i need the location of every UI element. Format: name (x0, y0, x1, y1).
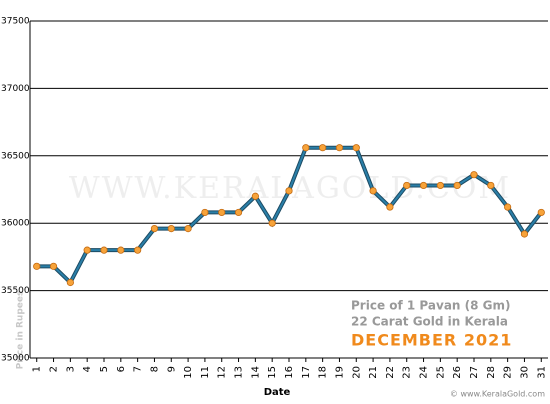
x-tick-label: 6 (116, 366, 127, 372)
marker (66, 278, 74, 287)
marker (487, 181, 495, 190)
x-tick-label: 29 (503, 366, 514, 379)
marker (470, 171, 478, 179)
x-tick-label: 13 (234, 366, 245, 379)
x-tick-label: 16 (284, 366, 295, 379)
line-outline (36, 145, 543, 286)
marker (352, 144, 360, 152)
marker (504, 203, 512, 211)
x-tick-label: 14 (250, 366, 261, 379)
y-tick-label: 37500 (1, 17, 30, 27)
x-tick-label: 12 (217, 366, 228, 379)
marker (100, 246, 108, 254)
marker (184, 224, 192, 233)
marker (83, 246, 91, 254)
marker (251, 192, 259, 200)
x-tick-label: 2 (49, 366, 60, 372)
x-tick-label: 26 (452, 366, 463, 379)
marker (33, 262, 41, 270)
marker (234, 208, 243, 217)
marker (285, 187, 293, 195)
y-axis-label: Price in Rupees (16, 291, 26, 370)
marker (453, 181, 461, 190)
copyright: © www.KeralaGold.com (450, 390, 545, 399)
marker (335, 144, 344, 152)
x-tick-label: 27 (469, 366, 480, 379)
marker (369, 187, 377, 195)
marker (201, 208, 209, 217)
x-tick-label: 10 (183, 366, 194, 379)
x-tick-label: 7 (133, 366, 144, 372)
caption-line: Price of 1 Pavan (8 Gm) (351, 299, 511, 313)
y-tick-label: 35000 (1, 354, 30, 364)
x-tick-label: 30 (519, 366, 530, 379)
y-tick-label: 35500 (1, 286, 30, 296)
x-tick-label: 24 (419, 366, 430, 379)
marker (134, 246, 142, 254)
x-tick-label: 20 (351, 366, 362, 379)
y-tick-label: 37000 (1, 84, 30, 94)
x-tick-label: 4 (82, 366, 93, 372)
x-tick-label: 31 (536, 366, 547, 379)
marker (302, 144, 310, 152)
caption-line: 22 Carat Gold in Kerala (351, 315, 508, 329)
x-tick-label: 17 (301, 366, 312, 379)
x-tick-label: 3 (65, 366, 76, 372)
x-tick-label: 28 (486, 366, 497, 379)
marker (520, 230, 529, 238)
x-tick-label: 18 (318, 366, 329, 379)
marker (386, 203, 394, 211)
x-tick-label: 15 (267, 366, 278, 379)
marker (49, 262, 58, 270)
x-tick-label: 25 (435, 366, 446, 379)
marker (436, 181, 444, 190)
marker (117, 246, 125, 254)
marker (150, 224, 159, 233)
line (36, 146, 543, 285)
marker (218, 208, 226, 217)
x-tick-label: 21 (368, 366, 379, 379)
x-axis-label: Date (264, 387, 291, 398)
marker (167, 224, 175, 233)
marker (537, 208, 545, 217)
x-tick-label: 1 (32, 366, 43, 372)
x-tick-label: 8 (149, 366, 160, 372)
x-tick-label: 5 (99, 366, 110, 372)
x-tick-label: 22 (385, 366, 396, 379)
y-tick-label: 36000 (1, 219, 30, 229)
marker (419, 181, 428, 190)
y-tick-label: 36500 (1, 151, 30, 161)
marker (403, 181, 411, 190)
x-tick-label: 9 (166, 366, 177, 372)
marker (268, 219, 276, 227)
x-tick-label: 19 (334, 366, 345, 379)
caption-highlight: DECEMBER 2021 (351, 331, 512, 350)
x-tick-label: 11 (200, 366, 211, 379)
marker (319, 144, 327, 152)
x-tick-label: 23 (402, 366, 413, 379)
